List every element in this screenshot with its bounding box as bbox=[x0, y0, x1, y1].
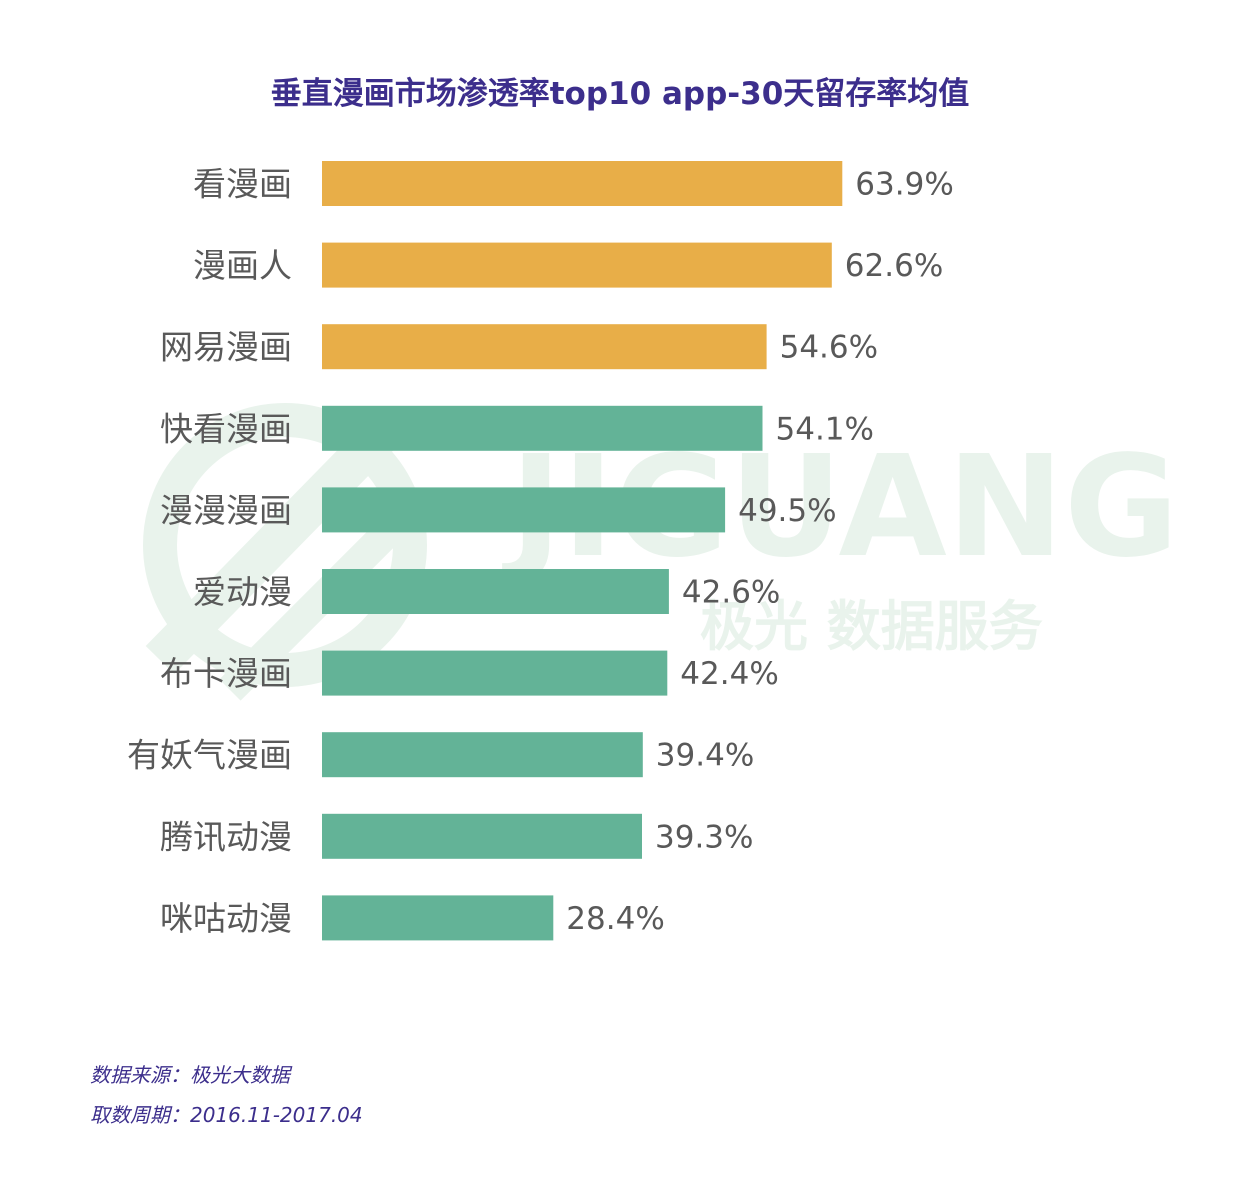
bar-9 bbox=[322, 813, 642, 859]
category-label-5: 漫漫漫画 bbox=[160, 491, 292, 530]
bar-3 bbox=[322, 324, 767, 370]
bars-group: 看漫画 63.9% 漫画人 62.6% 网易漫画 54.6% 快看漫画 54.1% 漫漫漫画 49… bbox=[127, 161, 954, 941]
data-period-note: 取数周期：2016.11-2017.04 bbox=[90, 1103, 363, 1127]
value-label-9: 39.3% bbox=[655, 819, 753, 855]
value-label-2: 62.6% bbox=[845, 248, 943, 284]
chart-title: 垂直漫画市场渗透率top10 app-30天留存率均值 bbox=[271, 76, 970, 112]
bar-6 bbox=[322, 569, 669, 614]
bar-5 bbox=[322, 487, 726, 533]
category-label-4: 快看漫画 bbox=[160, 409, 292, 448]
category-label-6: 爱动漫 bbox=[193, 573, 292, 612]
value-label-3: 54.6% bbox=[780, 330, 878, 366]
category-label-7: 布卡漫画 bbox=[160, 654, 292, 693]
category-label-8: 有妖气漫画 bbox=[127, 736, 292, 775]
value-label-10: 28.4% bbox=[566, 901, 664, 937]
category-label-1: 看漫画 bbox=[193, 165, 292, 204]
bar-10 bbox=[322, 895, 554, 941]
watermark: JIGUANG 极光 数据服务 bbox=[143, 403, 1179, 701]
value-label-6: 42.6% bbox=[682, 575, 780, 611]
value-label-1: 63.9% bbox=[855, 167, 953, 203]
category-label-3: 网易漫画 bbox=[160, 328, 292, 367]
value-label-4: 54.1% bbox=[776, 411, 874, 447]
data-source-note: 数据来源：极光大数据 bbox=[90, 1063, 290, 1087]
category-label-10: 咪咕动漫 bbox=[160, 899, 292, 938]
bar-1 bbox=[322, 161, 843, 206]
bar-8 bbox=[322, 732, 643, 778]
value-label-5: 49.5% bbox=[738, 493, 836, 529]
value-label-7: 42.4% bbox=[680, 656, 778, 692]
category-label-2: 漫画人 bbox=[193, 246, 292, 285]
category-label-9: 腾讯动漫 bbox=[160, 817, 292, 856]
watermark-subtitle: 极光 数据服务 bbox=[700, 595, 1043, 658]
value-label-8: 39.4% bbox=[656, 738, 754, 774]
bar-7 bbox=[322, 650, 668, 696]
bar-2 bbox=[322, 242, 832, 288]
jiguang-logo-icon bbox=[143, 403, 431, 701]
bar-4 bbox=[322, 405, 763, 451]
